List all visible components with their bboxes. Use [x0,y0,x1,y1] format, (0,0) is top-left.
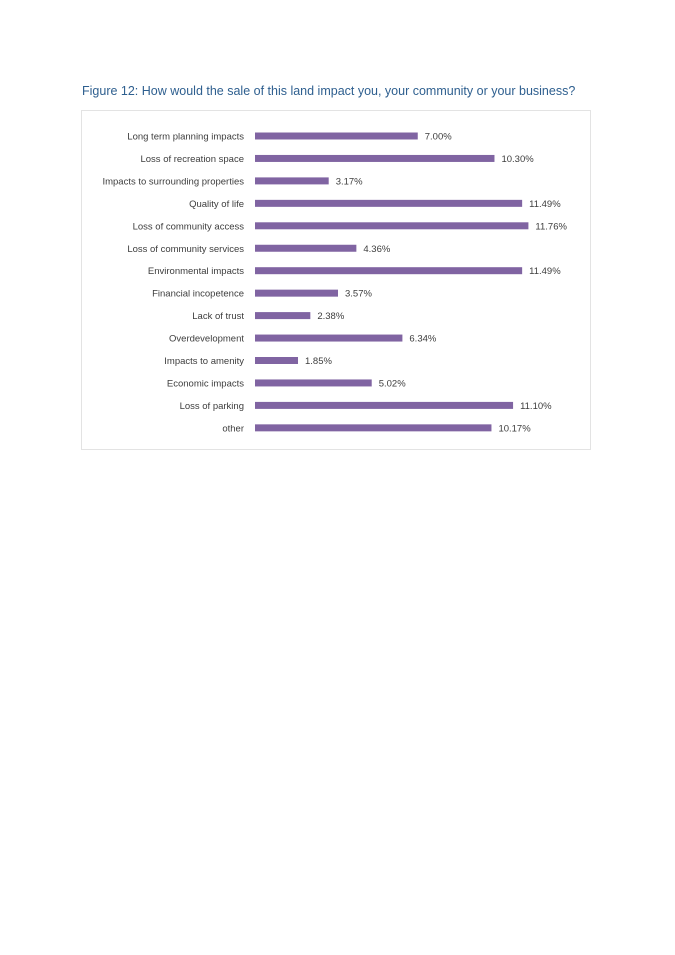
category-label: Impacts to amenity [164,356,244,367]
category-label: Financial incopetence [152,289,244,300]
bar [255,334,403,342]
bar-value-label: 11.49% [529,199,561,210]
bar [255,154,495,162]
bar [255,379,372,387]
category-label: Loss of parking [180,401,244,412]
bar [255,177,329,185]
bar-value-label: 1.85% [305,356,332,367]
bar-value-label: 2.38% [317,311,344,322]
bar-value-label: 3.57% [345,289,372,300]
category-label: Loss of community services [127,244,244,255]
bar [255,199,523,207]
category-label: Long term planning impacts [127,132,244,143]
bar-value-label: 6.34% [409,334,436,345]
category-label: Environmental impacts [148,266,244,277]
bar-value-label: 10.30% [501,154,534,165]
bar [255,267,523,275]
category-label: Overdevelopment [169,334,244,345]
category-label: Loss of recreation space [140,154,244,165]
category-label: Quality of life [189,199,244,210]
category-label: Loss of community access [133,221,245,232]
category-label: Economic impacts [167,378,244,389]
bar [255,222,529,230]
bar [255,244,357,252]
bar [255,289,339,297]
bar-value-label: 5.02% [379,378,406,389]
bar-value-label: 11.76% [535,221,567,232]
bar-value-label: 7.00% [425,132,452,143]
bar-chart-svg: Long term planning impacts 7.00% Loss of r… [102,132,567,435]
category-label: Impacts to surrounding properties [102,176,244,187]
bar [255,132,418,140]
bar-value-label: 11.49% [529,266,561,277]
bar [255,424,492,432]
bar-value-label: 4.36% [363,244,390,255]
bar-value-label: 3.17% [336,176,363,187]
bar-value-label: 10.17% [498,423,531,434]
category-label: Lack of trust [192,311,244,322]
bar [255,312,311,320]
bar-value-label: 11.10% [520,401,552,412]
bar [255,357,299,364]
bar [255,401,514,409]
bar-chart: Long term planning impacts 7.00% Loss of r… [81,110,591,450]
figure-caption: Figure 12: How would the sale of this la… [82,84,576,98]
category-label: other [222,423,244,434]
